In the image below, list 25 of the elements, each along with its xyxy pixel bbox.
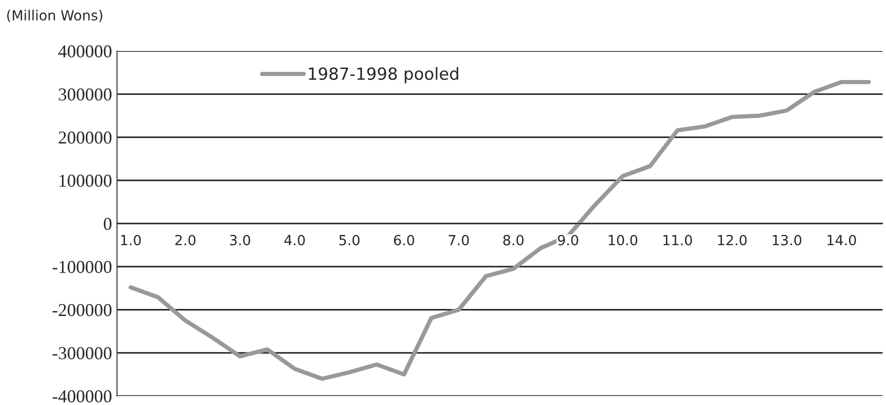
y-tick-label: 400000	[58, 45, 112, 58]
x-tick-label: 10.0	[608, 234, 638, 246]
x-tick-label: 3.0	[230, 234, 250, 246]
x-tick-label: 2.0	[175, 234, 196, 246]
y-tick-label: -300000	[52, 347, 112, 360]
y-axis-title: (Million Wons)	[7, 10, 102, 22]
y-tick-label: -200000	[52, 304, 112, 316]
x-tick-label: 7.0	[448, 234, 469, 246]
legend-label: 1987-1998 pooled	[308, 67, 458, 84]
x-tick-label: 4.0	[284, 234, 305, 246]
y-tick-label: 300000	[58, 88, 112, 101]
x-tick-label: 13.0	[772, 234, 802, 246]
y-tick-label: -100000	[52, 260, 112, 274]
y-tick-label: -400000	[52, 390, 112, 402]
x-tick-label: 11.0	[663, 234, 692, 246]
x-tick-label: 14.0	[828, 234, 856, 246]
x-tick-label: 5.0	[339, 234, 360, 246]
y-tick-label: 100000	[60, 174, 112, 187]
x-tick-label: 8.0	[503, 234, 524, 246]
x-tick-label: 9.0	[558, 234, 578, 246]
y-tick-label: 0	[104, 218, 112, 230]
x-tick-label: 12.0	[718, 234, 747, 246]
x-tick-label: 1.0	[121, 234, 141, 246]
y-tick-label: 200000	[58, 132, 112, 144]
x-tick-label: 6.0	[394, 234, 414, 246]
